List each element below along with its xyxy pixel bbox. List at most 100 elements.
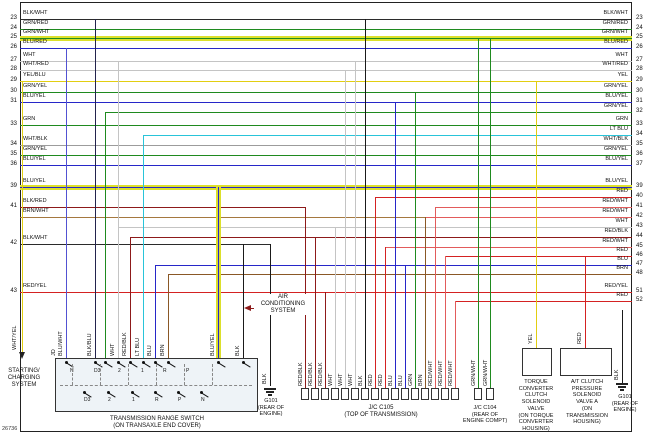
wire-h [445, 255, 632, 257]
wire-number-right: 37 [636, 161, 643, 167]
connector-pin [371, 388, 379, 400]
wire-v [117, 61, 119, 358]
wire-v [142, 135, 144, 358]
switch-linkage-dashed [100, 364, 101, 385]
wire-h [20, 154, 632, 156]
wire-label-left: BLU/YEL [23, 156, 46, 162]
wire-color-rotated: RED/BLK [298, 362, 304, 386]
wire-color-rotated: BLK [614, 369, 620, 380]
switch-position-label: 2 [118, 368, 121, 374]
connector-pin [391, 388, 399, 400]
wire-v [424, 217, 426, 388]
connector-pin [451, 388, 459, 400]
connector-pin [401, 388, 409, 400]
wire-color-rotated: BLK [235, 345, 241, 356]
wire-number-right: 48 [636, 270, 643, 276]
wire-number-left: 28 [10, 66, 17, 72]
wire-h [20, 80, 632, 82]
wire-number-left: 24 [10, 25, 17, 31]
wire-label-left: GRN/YEL [23, 83, 48, 89]
wire-label-right: BLK/WHT [603, 10, 628, 16]
wire-number-left: 39 [10, 183, 17, 189]
connector-pin [381, 388, 389, 400]
wire-h [455, 300, 632, 302]
wire-v [167, 274, 169, 358]
connector-pin [331, 388, 339, 400]
wire-h [20, 47, 632, 49]
wire-label-left: WHT/BLK [23, 136, 48, 142]
wire-v [535, 81, 537, 348]
wire-h [143, 134, 632, 136]
wire-color-rotated: BLK [262, 373, 268, 384]
at-clutch-solenoid-label: SOLENOID [572, 392, 602, 399]
wire-h [20, 37, 632, 39]
jc-c104-label: (REAR OF [471, 411, 499, 418]
wire-v [584, 256, 586, 348]
torque-converter-solenoid-label: CONVERTER [518, 419, 554, 426]
wire-label-right: BRN [616, 265, 628, 271]
wire-h [20, 216, 425, 218]
at-clutch-solenoid-label: (ON [581, 405, 593, 412]
wire-v [129, 237, 131, 358]
wire-number-right: 47 [636, 261, 643, 267]
connector-pin [361, 388, 369, 400]
wire-color-rotated: BLU/YEL [210, 333, 216, 356]
wire-h [20, 291, 632, 293]
switch-position-label: 1 [132, 397, 135, 403]
wire-label-right: BLU/YEL [605, 178, 628, 184]
wire-number-left: 31 [10, 98, 17, 104]
g101-left-label: (REAR OF [257, 404, 285, 411]
wire-number-right: 44 [636, 233, 643, 239]
wire-number-right: 45 [636, 243, 643, 249]
wire-label-right: RED [616, 247, 628, 253]
wire-label-right: WHT [615, 52, 628, 58]
wire-h [168, 273, 632, 275]
connector-pin [431, 388, 439, 400]
air-conditioning-system-label: SYSTEM [254, 308, 312, 315]
wire-color-rotated: BLU [147, 345, 153, 356]
wire-color-rotated: RED/BLK [308, 362, 314, 386]
torque-converter-solenoid-label: VALVE [527, 405, 545, 412]
wire-number-left: 27 [10, 57, 17, 63]
wire-v [242, 244, 244, 358]
starting-charging-arrow-down [18, 352, 25, 359]
ground-symbol [264, 388, 276, 390]
wire-color-rotated: BLU/WHT [58, 331, 64, 356]
wire-label-right: BLU [617, 256, 628, 262]
at-clutch-solenoid-box [560, 348, 612, 376]
g101-right-label: G101 [618, 394, 632, 400]
wire-number-left: 30 [10, 88, 17, 94]
wire-number-left: 35 [10, 151, 17, 157]
wire-number-right: 35 [636, 141, 643, 147]
wire-color-rotated: RED [378, 374, 384, 386]
switch-position-label: R [155, 397, 159, 403]
wire-v [489, 38, 491, 388]
switch-position-label: R [163, 368, 167, 374]
jc-c105-label: J/C C105 [368, 405, 394, 411]
g101-left-label: G101 [264, 398, 278, 404]
wire-label-right: GRN/YEL [603, 146, 628, 152]
wire-number-right: 29 [636, 77, 643, 83]
wire-label-left: GRN/WHT [23, 29, 50, 35]
wire-label-right: RED/YEL [604, 283, 628, 289]
wire-v [454, 301, 456, 388]
wire-h [130, 236, 632, 238]
wire-number-left: 43 [10, 288, 17, 294]
at-clutch-solenoid-label: A/T CLUTCH [570, 379, 604, 385]
switch-position-label: 2 [108, 397, 111, 403]
connector-pin [421, 388, 429, 400]
wire-h [20, 91, 632, 93]
wire-number-left: 26 [10, 44, 17, 50]
wire-label-left: BLU/YEL [23, 93, 46, 99]
torque-converter-solenoid-label: CONVERTER [518, 385, 554, 392]
jc-c105-label: (TOP OF TRANSMISSION) [344, 412, 418, 419]
at-clutch-solenoid-label: PRESSURE [571, 385, 603, 392]
wire-number-right: 42 [636, 213, 643, 219]
g101-left-label: ENGINE) [259, 411, 283, 418]
switch-position-label: P [186, 368, 190, 374]
ground-symbol [616, 383, 628, 385]
switch-linkage-dashed [184, 364, 185, 385]
wire-number-right: 28 [636, 66, 643, 72]
wire-h [425, 216, 632, 218]
torque-converter-solenoid-label: SOLENOID [521, 399, 551, 406]
